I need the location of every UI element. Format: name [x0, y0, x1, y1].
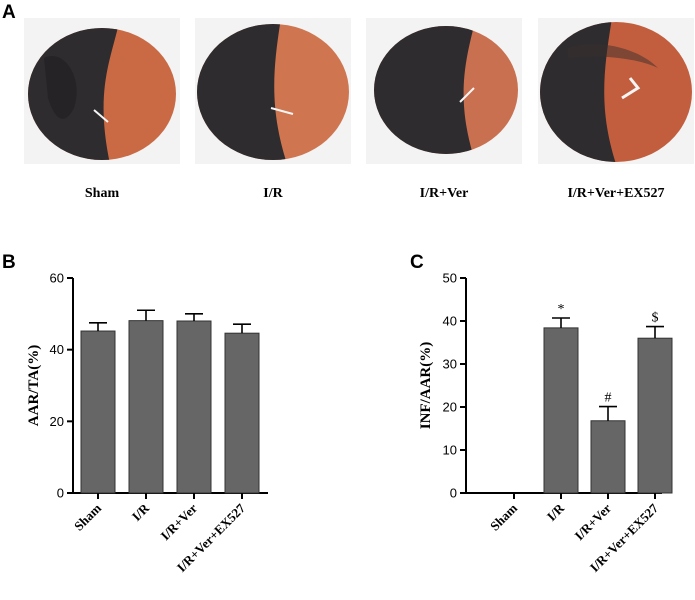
significance-mark-i-r-ver: # [605, 391, 612, 406]
y-tick-label: 40 [50, 342, 64, 357]
y-tick-label: 10 [443, 443, 457, 458]
bar-sham [80, 330, 116, 494]
y-tick-label: 60 [50, 271, 64, 286]
bar-i-r-ver-ex527 [637, 337, 673, 494]
bar-i-r-ver-ex527 [224, 332, 260, 494]
heart-section-photo-ir [195, 18, 351, 164]
y-tick-label: 40 [443, 314, 457, 329]
significance-mark-i-r: * [558, 302, 565, 317]
photo-label-ir-ver-ex527: I/R+Ver+EX527 [567, 186, 665, 201]
y-tick-label: 0 [450, 486, 457, 501]
bar-i-r [543, 327, 579, 494]
panel-letter-b: B [2, 252, 16, 273]
bar-i-r [128, 320, 164, 494]
y-axis-label: AAR/TA(%) [26, 345, 42, 426]
x-tick-label-i-r-ver: I/R+Ver [572, 500, 615, 543]
heart-section-photo-ir-ver-ex527 [538, 18, 694, 164]
panel-letter-a: A [2, 2, 16, 23]
significance-mark-i-r-ver-ex527: $ [652, 311, 659, 326]
y-tick-label: 30 [443, 357, 457, 372]
photo-label-ir-ver: I/R+Ver [419, 186, 469, 201]
bar-i-r-ver [176, 320, 212, 494]
bar-i-r-ver [590, 420, 626, 494]
y-tick-label: 20 [50, 414, 64, 429]
y-tick-label: 50 [443, 271, 457, 286]
y-axis-label: INF/AAR(%) [418, 342, 434, 430]
heart-section-photo-ir-ver [366, 18, 522, 164]
heart-section-photo-sham [24, 18, 180, 164]
x-tick-label-i-r: I/R [544, 500, 568, 524]
y-tick-label: 0 [57, 486, 64, 501]
y-tick-label: 20 [443, 400, 457, 415]
photo-label-sham: Sham [84, 186, 120, 201]
photo-label-ir: I/R [263, 186, 283, 201]
panel-letter-c: C [410, 252, 424, 273]
x-tick-label-sham: Sham [487, 500, 520, 533]
